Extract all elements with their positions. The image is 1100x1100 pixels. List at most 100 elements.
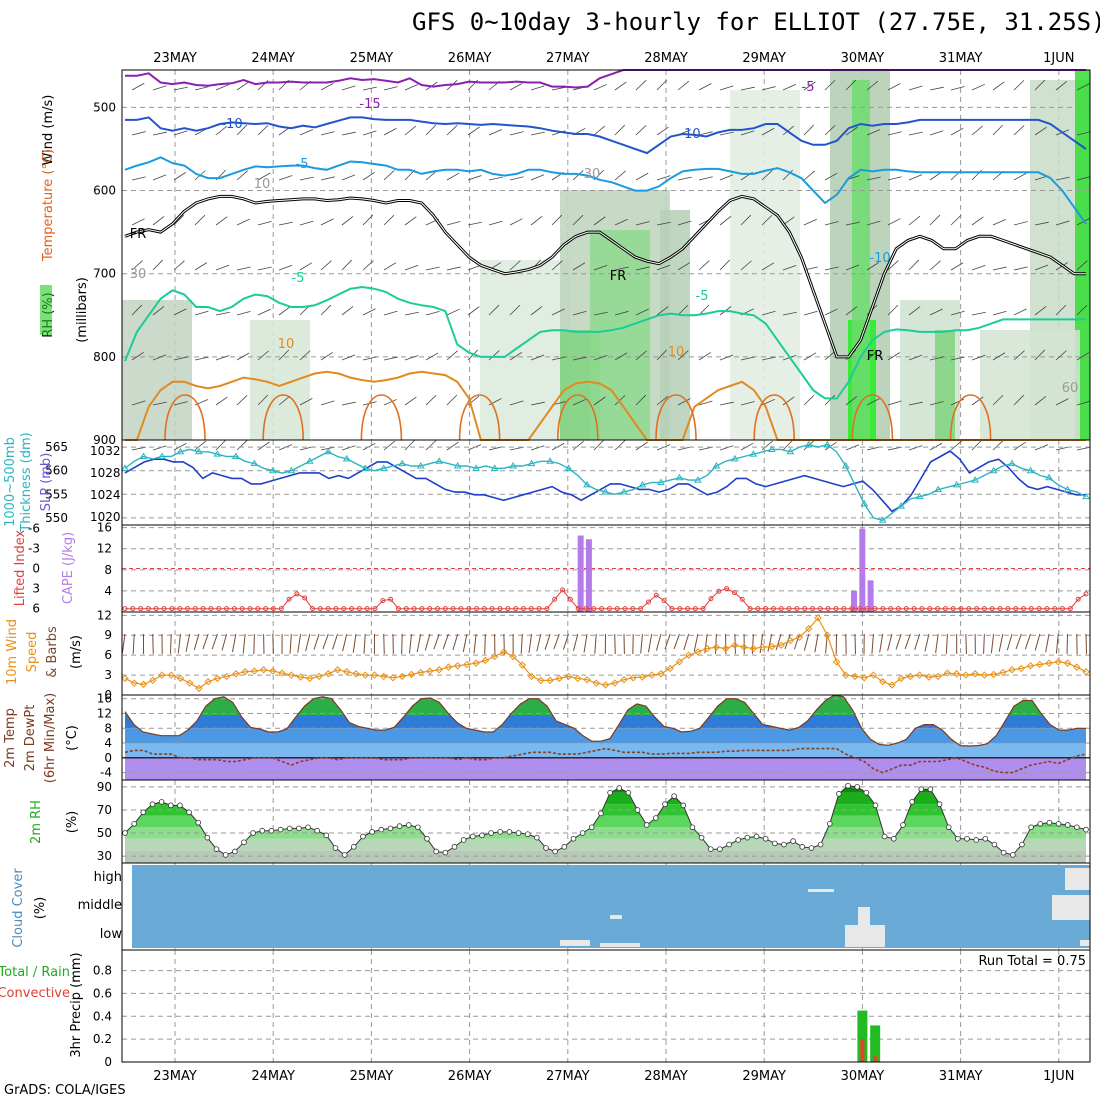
wind-barb-10m	[945, 633, 948, 654]
wind-barb-10m	[1085, 633, 1088, 654]
wind-barb	[320, 400, 335, 406]
freezing-level-inner	[124, 195, 1086, 358]
lifted-index-marker	[505, 606, 511, 612]
rh-color-band	[125, 785, 1086, 793]
wind-barb-10m	[664, 633, 671, 650]
rh-marker	[497, 829, 504, 835]
rh-marker	[323, 832, 330, 839]
wind-barb	[488, 398, 502, 406]
wind-speed-marker	[1008, 666, 1016, 674]
lifted-index-marker	[841, 606, 847, 612]
wind-barb	[656, 126, 669, 136]
rh-marker	[268, 827, 275, 834]
wind-speed-marker	[1045, 659, 1053, 667]
cloud-patch	[808, 889, 834, 892]
rh-marker	[369, 829, 375, 835]
rh-marker	[717, 846, 723, 852]
precip-legend-convective: Convective	[0, 986, 70, 1001]
wind-barb	[572, 440, 585, 451]
lifted-index-marker	[325, 606, 331, 612]
rh-marker	[1019, 841, 1025, 848]
thickness-marker	[472, 464, 481, 471]
wind-barb	[698, 83, 712, 91]
wind-barb	[719, 401, 734, 406]
wind-speed-marker	[712, 643, 721, 651]
rh-shading	[852, 80, 870, 440]
rh-line	[124, 785, 1087, 856]
wind-barb	[173, 260, 185, 271]
wind-barb	[551, 86, 566, 91]
rh-marker	[689, 824, 696, 831]
warm-contour	[655, 394, 697, 441]
lifted-index-marker	[192, 606, 198, 612]
wind-speed-marker	[684, 651, 693, 659]
contour-label: -10	[221, 117, 242, 132]
thickness-marker	[860, 499, 869, 507]
wind-barb	[173, 172, 186, 181]
wind-speed-marker	[823, 631, 831, 639]
wind-barb	[404, 311, 419, 316]
wind-barb	[656, 306, 669, 316]
thickness-marker	[1026, 466, 1035, 474]
wind-barb	[698, 352, 712, 361]
rh-axis-label: 2m RH	[29, 800, 44, 844]
lifted-index-marker	[825, 606, 831, 612]
wind-barb	[509, 83, 523, 91]
wind-barb	[152, 216, 165, 226]
wind-speed-marker	[370, 671, 379, 679]
wind-barb	[1013, 394, 1025, 406]
wind-barb	[929, 130, 944, 136]
wind-speed-marker	[546, 676, 554, 685]
wind-barb	[320, 176, 335, 181]
wind-barb	[929, 308, 943, 316]
wind-barb-10m	[647, 633, 653, 653]
wind-barb	[908, 401, 923, 406]
wind-speed-marker	[675, 658, 684, 666]
wind-barb	[845, 264, 860, 271]
slp-line	[124, 450, 1086, 513]
rh-marker	[982, 835, 989, 842]
wind-barb	[194, 214, 206, 226]
thickness-marker	[1008, 459, 1016, 467]
precip-tick-label: 0.8	[93, 964, 112, 978]
wind-barb	[236, 170, 248, 181]
wind-barb	[593, 396, 606, 406]
precip-tick-label: 0.2	[93, 1032, 112, 1046]
lifted-index-marker	[981, 606, 987, 612]
thickness-marker	[158, 452, 166, 460]
date-label-top: 1JUN	[1043, 51, 1074, 66]
rh-tick-label: 50	[97, 826, 112, 840]
li-tick-label: -6	[28, 521, 40, 535]
lifted-index-marker	[364, 606, 370, 612]
rh-marker	[570, 835, 577, 842]
wind-barb	[341, 174, 356, 181]
wind-barb	[362, 308, 376, 316]
wind-barb	[908, 259, 920, 271]
thickness-marker	[601, 487, 610, 495]
wind-barb	[1013, 266, 1028, 271]
rh-marker	[1064, 822, 1071, 828]
thickness-marker	[398, 459, 407, 467]
wind-barb	[236, 266, 251, 271]
wind-barb	[152, 354, 167, 361]
rh-shading	[122, 300, 192, 440]
wind-barb	[278, 306, 291, 316]
wind-barb	[257, 394, 269, 406]
pressure-tick-label: 600	[93, 184, 116, 198]
lifted-index-marker	[372, 606, 378, 612]
wind-barb	[320, 352, 333, 361]
date-label-bottom: 24MAY	[251, 1069, 295, 1084]
thickness-marker	[675, 473, 684, 481]
wind-barb	[257, 220, 272, 226]
wind-barb-10m	[614, 633, 616, 654]
wind-barb	[509, 260, 521, 271]
thickness-marker	[823, 440, 832, 448]
wind-barb	[656, 264, 671, 271]
wind-barb	[215, 264, 230, 271]
wind-barb-10m	[352, 633, 357, 653]
wind-barb-10m	[1034, 633, 1041, 651]
wind-barb-10m	[484, 633, 486, 654]
wind-barb-10m	[121, 633, 126, 653]
lifted-index-marker	[716, 588, 722, 594]
thickness-marker	[195, 447, 203, 455]
